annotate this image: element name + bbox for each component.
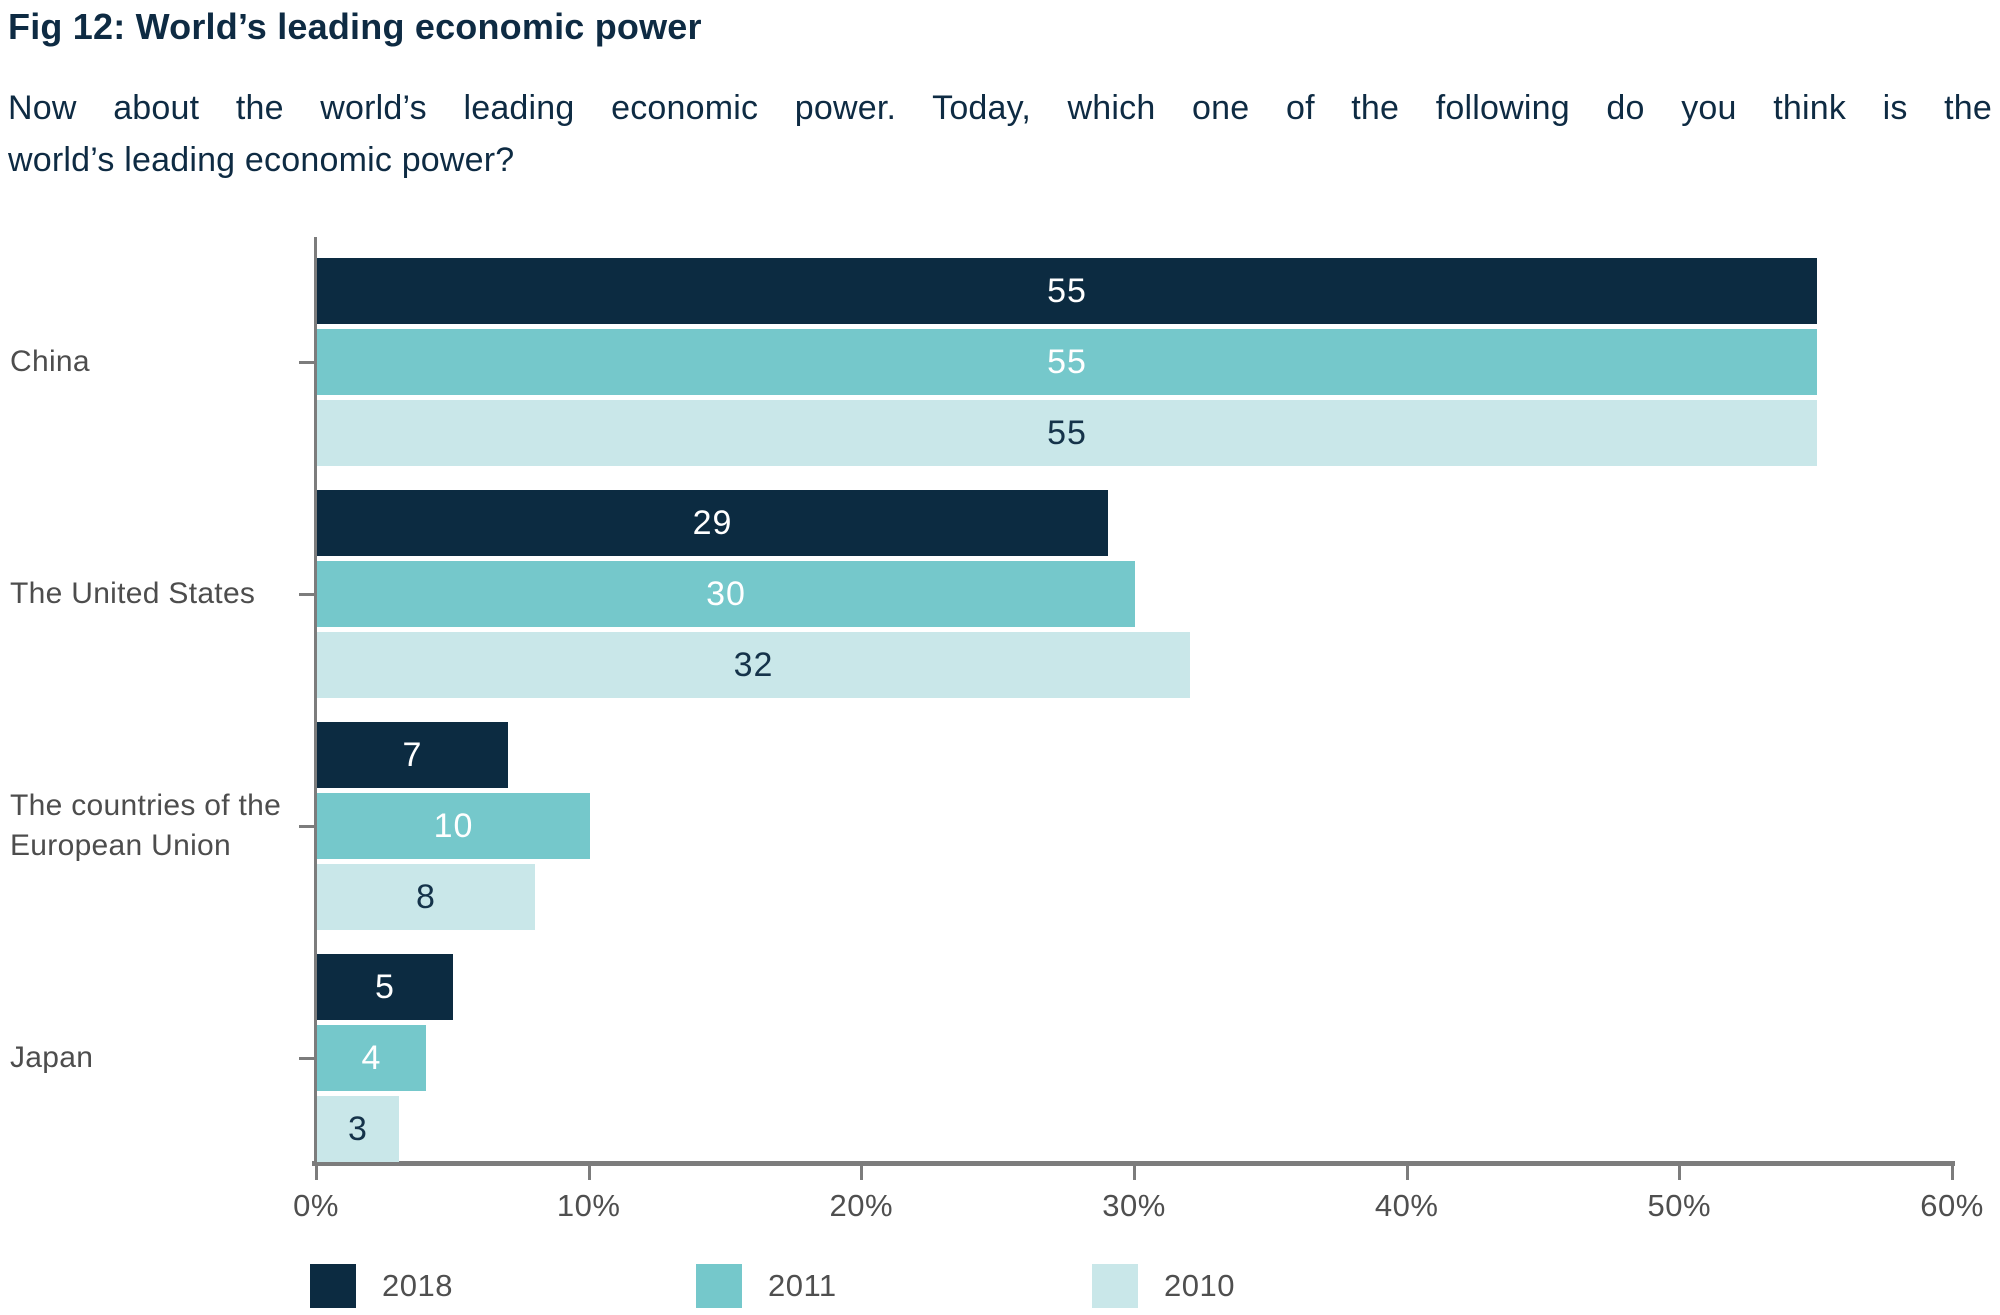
legend-swatch-2018 xyxy=(310,1264,356,1308)
bar-2010: 8 xyxy=(317,864,535,930)
bar-2011: 30 xyxy=(317,561,1135,627)
bar-2011: 10 xyxy=(317,793,590,859)
category-label: China xyxy=(10,345,90,378)
bar-2010: 55 xyxy=(317,400,1817,466)
x-axis-tick-label: 0% xyxy=(293,1188,339,1223)
category-label: The United States xyxy=(10,577,256,610)
legend-swatch-2010 xyxy=(1092,1264,1138,1308)
y-axis-tick xyxy=(299,1057,315,1060)
legend-swatch-2011 xyxy=(696,1264,742,1308)
bar-2011: 4 xyxy=(317,1025,426,1091)
bar-value-label: 3 xyxy=(348,1109,368,1148)
x-axis-tick-label: 60% xyxy=(1920,1188,1984,1223)
bar-value-label: 55 xyxy=(1047,413,1087,452)
legend-label-2010: 2010 xyxy=(1164,1268,1235,1303)
bar-2018: 55 xyxy=(317,258,1817,324)
x-axis-tick-label: 50% xyxy=(1647,1188,1712,1223)
bar-2018: 7 xyxy=(317,722,508,788)
bar-value-label: 30 xyxy=(706,574,746,613)
x-axis-tick xyxy=(315,1166,318,1180)
y-axis-line xyxy=(314,237,317,1165)
bar-2018: 5 xyxy=(317,954,453,1020)
bar-2011: 55 xyxy=(317,329,1817,395)
figure-title: Fig 12: World’s leading economic power xyxy=(8,6,702,47)
bar-value-label: 55 xyxy=(1047,342,1087,381)
x-axis-tick xyxy=(1951,1166,1954,1180)
x-axis-tick-label: 10% xyxy=(556,1188,621,1223)
figure-subtitle: Now about the world’s leading economic p… xyxy=(8,82,1992,186)
y-axis-tick xyxy=(299,593,315,596)
x-axis-tick xyxy=(587,1166,591,1180)
y-axis-tick xyxy=(299,361,315,364)
x-axis-tick-label: 40% xyxy=(1374,1188,1439,1223)
x-axis-tick xyxy=(1678,1166,1682,1180)
x-axis-tick-label: 20% xyxy=(829,1188,894,1223)
bar-value-label: 8 xyxy=(416,877,436,916)
bar-value-label: 7 xyxy=(402,735,423,774)
x-axis-tick xyxy=(1133,1166,1136,1180)
bar-value-label: 29 xyxy=(692,503,733,542)
y-axis-tick xyxy=(299,825,315,828)
bar-2010: 3 xyxy=(317,1096,399,1162)
bar-value-label: 5 xyxy=(375,967,395,1006)
subtitle-line-1: Now about the world’s leading economic p… xyxy=(8,89,1992,127)
legend-label-2011: 2011 xyxy=(768,1268,837,1303)
bar-value-label: 32 xyxy=(733,645,774,684)
bar-2018: 29 xyxy=(317,490,1108,556)
bar-value-label: 10 xyxy=(433,806,474,845)
x-axis-line xyxy=(312,1161,1955,1166)
x-axis-tick-label: 30% xyxy=(1102,1188,1166,1223)
bar-value-label: 4 xyxy=(361,1038,382,1077)
x-axis-tick xyxy=(1405,1166,1409,1180)
bar-value-label: 55 xyxy=(1047,271,1087,310)
subtitle-line-2: world’s leading economic power? xyxy=(8,141,515,179)
x-axis-tick xyxy=(860,1166,864,1180)
bar-2010: 32 xyxy=(317,632,1190,698)
category-label: The countries of the European Union xyxy=(10,789,282,862)
legend-label-2018: 2018 xyxy=(382,1268,453,1303)
category-label: Japan xyxy=(10,1041,94,1074)
